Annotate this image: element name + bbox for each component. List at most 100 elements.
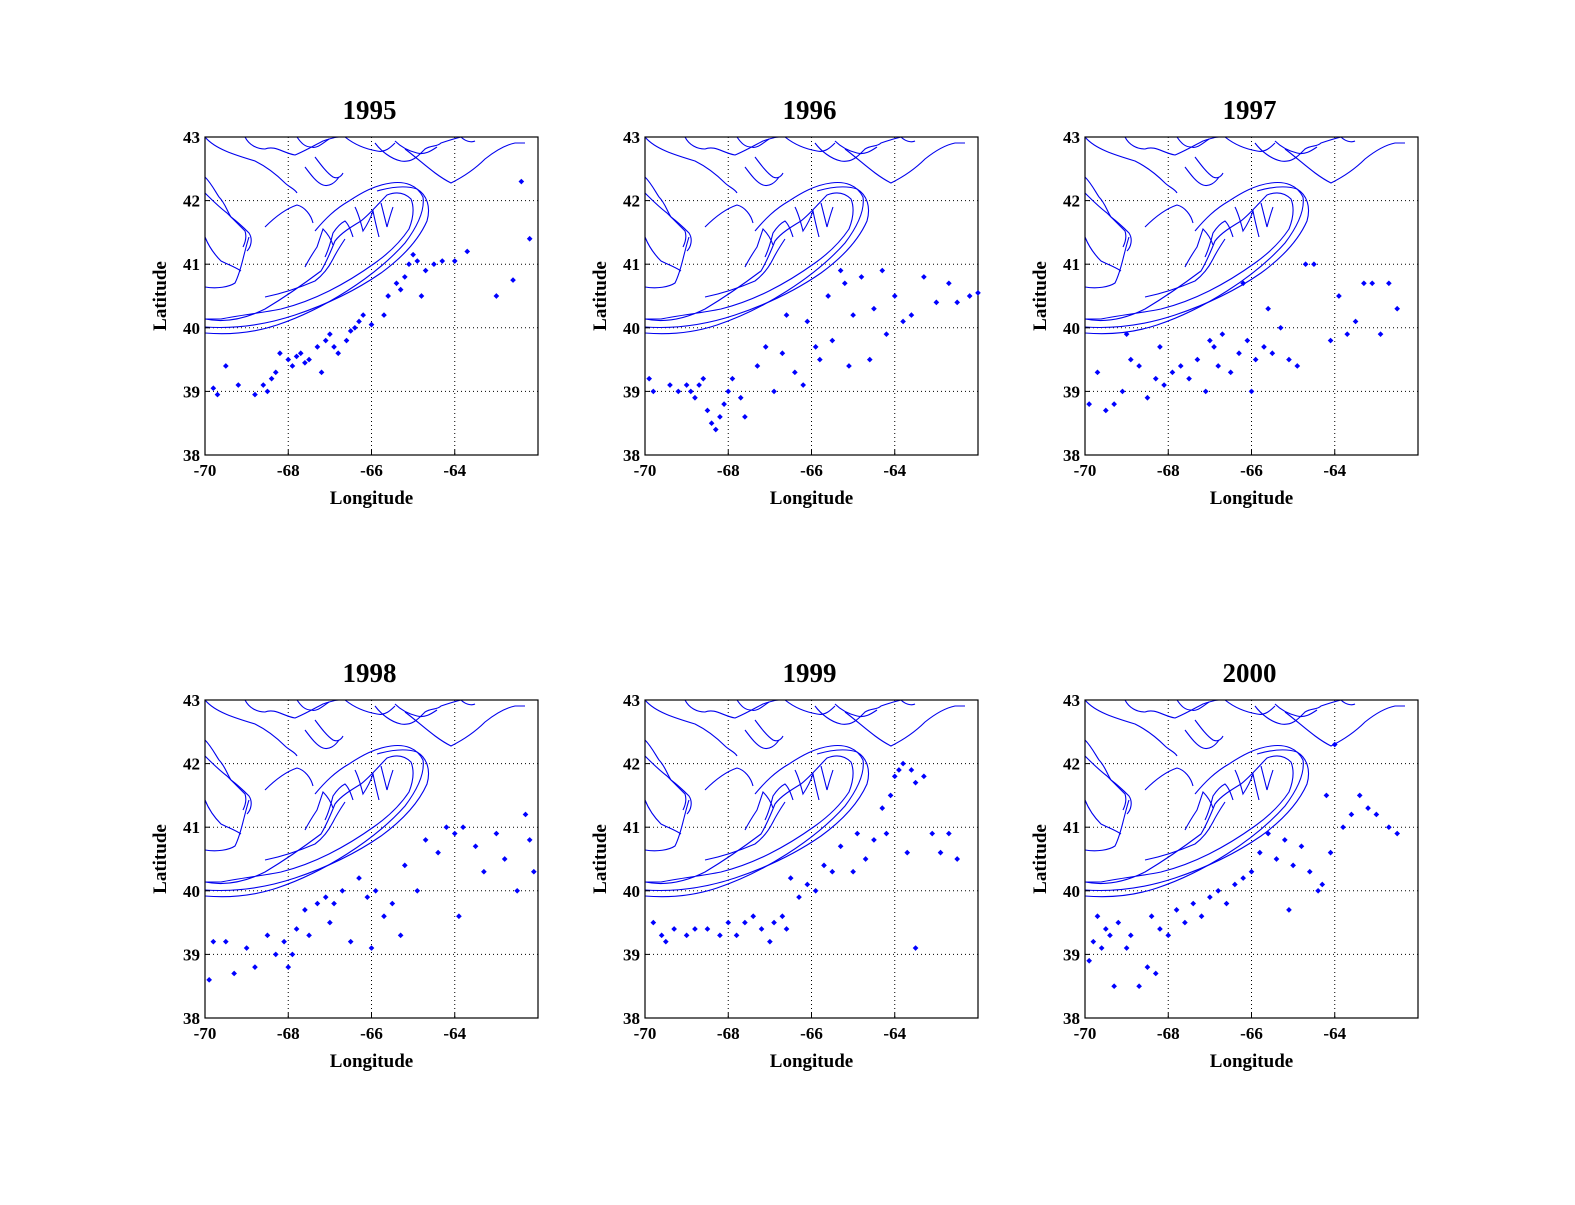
scatter-point (1198, 913, 1205, 920)
scatter-point (493, 293, 500, 299)
x-tick-label: -68 (717, 1024, 740, 1043)
scatter-point (322, 894, 329, 900)
scatter-point (1394, 305, 1401, 312)
scatter-point (1219, 331, 1226, 337)
scatter-point (1302, 261, 1309, 268)
plot-frame (644, 699, 979, 1019)
scatter-point (1356, 792, 1363, 799)
scatter-point (1194, 356, 1201, 363)
scatter-point (531, 868, 537, 875)
y-tick-label: 38 (183, 1009, 200, 1028)
scatter-point (418, 293, 425, 299)
scatter-point (1094, 913, 1101, 920)
scatter-point (1190, 900, 1197, 907)
panel-1999: 1999 -70 -68 -66 -64 38 39 40 41 42 43 Longitude Lat… (590, 658, 979, 1072)
scatter-point (1223, 900, 1230, 907)
y-tick-label: 40 (623, 882, 640, 901)
scatter-point (460, 824, 466, 831)
scatter-point (858, 274, 865, 280)
scatter-point (1202, 388, 1209, 395)
y-tick-label: 41 (623, 255, 640, 274)
scatter-point (302, 359, 308, 366)
scatter-point (1352, 318, 1359, 325)
scatter-point (933, 299, 940, 306)
scatter-point (1286, 907, 1292, 913)
scatter-point (1256, 849, 1263, 856)
scatter-point (1265, 830, 1271, 837)
x-axis-label: Longitude (770, 1051, 853, 1072)
scatter-point (1102, 407, 1109, 414)
scatter-point (804, 881, 811, 888)
scatter-point (771, 388, 777, 395)
y-tick-label: 43 (1063, 691, 1080, 710)
x-axis-label: Longitude (770, 488, 853, 509)
scatter-point (1215, 363, 1222, 369)
scatter-point (356, 318, 362, 325)
scatter-point (891, 293, 898, 299)
scatter-point (264, 932, 271, 939)
scatter-point (381, 312, 387, 318)
coastline-contours (1085, 700, 1406, 898)
panel-title: 1999 (783, 658, 837, 688)
scatter-point (443, 824, 450, 831)
panel-2000: 2000 -70 -68 -66 -64 38 39 40 41 42 43 Longitude Lat… (1030, 658, 1419, 1072)
scatter-point (1311, 261, 1317, 268)
scatter-point (1136, 363, 1142, 369)
scatter-point (1336, 293, 1342, 299)
y-tick-label: 43 (1063, 128, 1080, 147)
y-tick-label: 40 (1063, 319, 1080, 338)
scatter-point (252, 964, 258, 970)
scatter-point (306, 932, 312, 939)
panel-title: 2000 (1223, 658, 1277, 688)
x-tick-label: -70 (634, 1024, 657, 1043)
scatter-point (1177, 363, 1184, 369)
y-tick-label: 39 (623, 945, 640, 964)
scatter-point (658, 932, 665, 939)
scatter-point (401, 274, 408, 280)
scatter-point (1098, 945, 1105, 951)
scatter-point (837, 843, 844, 850)
scatter-point (1327, 337, 1334, 344)
panel-title: 1996 (783, 95, 837, 125)
scatter-point (1152, 375, 1159, 382)
scatter-point (1111, 401, 1117, 407)
x-tick-label: -66 (1240, 1024, 1263, 1043)
scatter-point (725, 919, 732, 926)
scatter-point (787, 875, 794, 881)
y-tick-label: 42 (183, 755, 200, 774)
x-tick-label: -64 (443, 1024, 466, 1043)
panel-title: 1995 (343, 95, 397, 125)
scatter-point (692, 926, 698, 932)
scatter-point (646, 375, 652, 382)
scatter-point (439, 258, 446, 264)
scatter-point (1086, 957, 1092, 964)
scatter-point (214, 391, 221, 398)
scatter-point (372, 887, 379, 894)
scatter-series (1086, 261, 1401, 414)
scatter-point (1340, 824, 1346, 831)
y-tick-label: 42 (623, 192, 640, 211)
coastline-contours (205, 700, 526, 898)
scatter-point (762, 344, 769, 350)
scatter-point (260, 382, 267, 388)
x-tick-label: -68 (277, 1024, 300, 1043)
scatter-point (1386, 280, 1392, 287)
scatter-point (879, 267, 886, 274)
y-tick-label: 39 (1063, 382, 1080, 401)
scatter-point (222, 938, 229, 945)
scatter-point (783, 926, 790, 932)
scatter-point (900, 318, 906, 325)
scatter-point (385, 293, 391, 299)
scatter-point (1281, 837, 1288, 843)
scatter-point (1227, 369, 1234, 376)
scatter-point (318, 369, 325, 376)
y-axis-label: Latitude (590, 824, 611, 894)
y-tick-label: 40 (183, 319, 200, 338)
scatter-point (356, 875, 362, 881)
scatter-point (1273, 856, 1280, 862)
scatter-point (347, 328, 354, 334)
y-tick-label: 38 (1063, 1009, 1080, 1028)
scatter-point (1127, 932, 1134, 939)
x-tick-label: -70 (194, 1024, 217, 1043)
scatter-point (493, 830, 500, 837)
